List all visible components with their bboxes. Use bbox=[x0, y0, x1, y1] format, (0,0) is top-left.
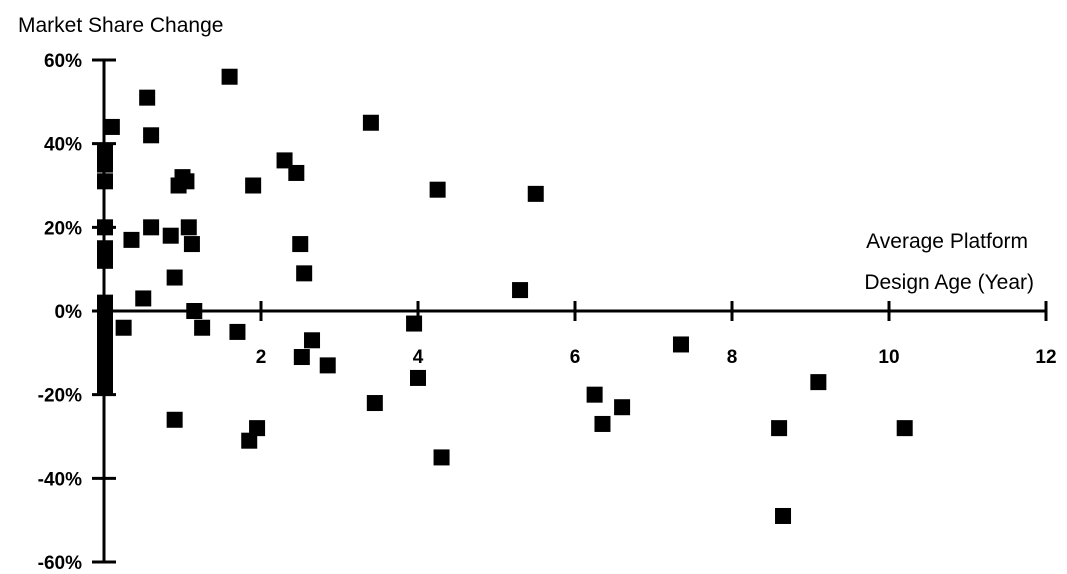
data-point bbox=[614, 399, 631, 416]
data-point bbox=[97, 332, 113, 349]
data-point bbox=[194, 319, 211, 336]
data-point bbox=[135, 290, 152, 307]
y-tick-label: -60% bbox=[38, 553, 82, 574]
x-tick-label: 10 bbox=[878, 347, 899, 368]
data-point bbox=[139, 89, 156, 106]
y-tick-label: 0% bbox=[55, 302, 83, 323]
data-point bbox=[775, 507, 792, 524]
x-axis-title-line-2: Design Age (Year) bbox=[864, 271, 1034, 294]
y-tick-label: -40% bbox=[38, 469, 82, 490]
data-point bbox=[97, 219, 113, 236]
y-tick-label: -20% bbox=[38, 386, 82, 407]
data-point bbox=[896, 420, 913, 437]
data-point bbox=[115, 319, 132, 336]
y-axis-title: Market Share Change bbox=[18, 14, 223, 37]
x-tick-label: 2 bbox=[256, 347, 267, 368]
data-point bbox=[433, 449, 450, 466]
x-axis-title-line-1: Average Platform bbox=[866, 230, 1028, 253]
data-point bbox=[249, 420, 266, 437]
data-point bbox=[97, 240, 113, 257]
data-point bbox=[241, 432, 258, 449]
data-point bbox=[97, 357, 113, 374]
x-tick-label: 6 bbox=[570, 347, 581, 368]
data-point bbox=[406, 315, 423, 332]
data-point bbox=[319, 357, 336, 374]
data-point bbox=[97, 173, 113, 190]
data-point bbox=[103, 118, 120, 135]
data-point bbox=[672, 336, 689, 353]
data-point bbox=[276, 152, 293, 169]
data-point bbox=[123, 231, 140, 248]
data-point bbox=[410, 369, 426, 386]
data-point bbox=[97, 144, 113, 161]
data-point bbox=[366, 395, 383, 412]
data-point bbox=[429, 181, 446, 198]
data-point bbox=[810, 374, 827, 391]
y-tick-label: 20% bbox=[44, 218, 82, 239]
data-point bbox=[527, 185, 544, 202]
data-point bbox=[97, 319, 113, 336]
data-point bbox=[296, 265, 313, 282]
data-point bbox=[362, 114, 379, 131]
data-point bbox=[304, 332, 321, 349]
x-tick-label: 8 bbox=[727, 347, 738, 368]
y-tick-label: 60% bbox=[44, 51, 82, 72]
data-point bbox=[97, 252, 113, 269]
x-tick-label: 12 bbox=[1035, 347, 1056, 368]
data-point bbox=[162, 227, 179, 244]
data-point bbox=[180, 219, 197, 236]
data-point bbox=[97, 156, 113, 173]
data-point bbox=[221, 68, 238, 85]
data-point bbox=[166, 269, 183, 286]
data-point bbox=[292, 236, 309, 253]
data-points bbox=[97, 68, 913, 524]
data-point bbox=[97, 378, 113, 395]
data-point bbox=[183, 236, 200, 253]
data-point bbox=[143, 127, 160, 144]
data-point bbox=[245, 177, 262, 194]
data-point bbox=[97, 294, 113, 311]
data-point bbox=[97, 344, 113, 361]
data-point bbox=[97, 307, 113, 324]
data-point bbox=[594, 415, 611, 432]
data-point bbox=[229, 323, 246, 340]
data-point bbox=[178, 173, 195, 190]
y-axis-ticks: 60% 40% 20% 0% -20% -40% -60% bbox=[38, 51, 116, 574]
data-point bbox=[166, 411, 183, 428]
data-point bbox=[512, 282, 529, 299]
data-point bbox=[293, 349, 310, 366]
data-point bbox=[771, 420, 788, 437]
data-point bbox=[288, 164, 305, 181]
data-point bbox=[143, 219, 160, 236]
data-point bbox=[186, 303, 203, 319]
x-tick-label: 4 bbox=[413, 347, 424, 368]
data-point bbox=[586, 386, 603, 403]
y-tick-label: 40% bbox=[44, 135, 82, 156]
